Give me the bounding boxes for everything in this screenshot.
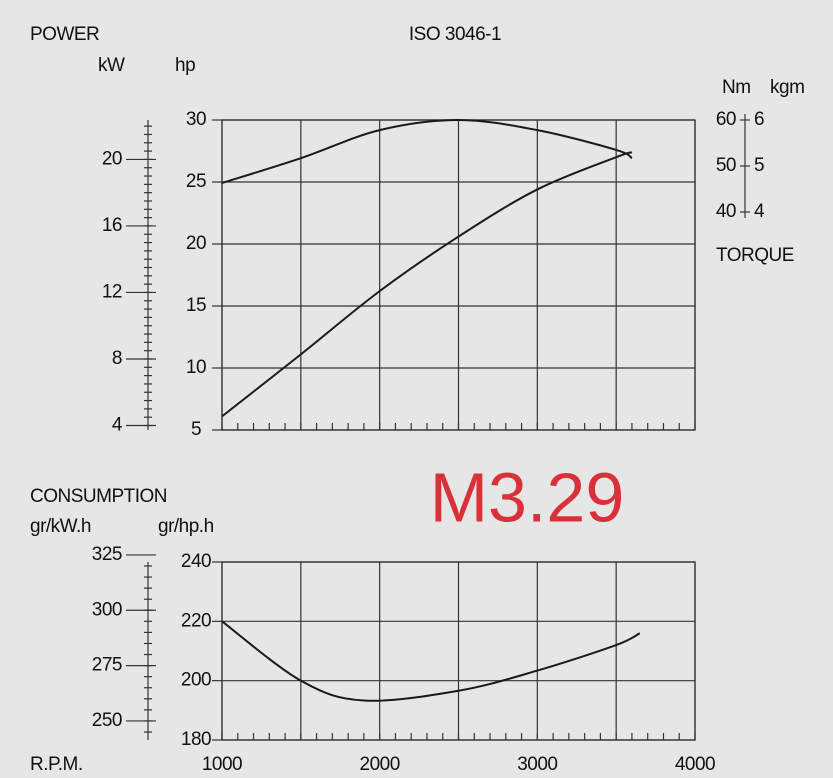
y-tick-label: 16 — [102, 215, 122, 236]
curve — [221, 151, 633, 418]
ghph-label: gr/hp.h — [158, 516, 214, 537]
nm-label: Nm — [722, 77, 751, 98]
y-tick-label: 4 — [112, 415, 123, 436]
gkwh-label: gr/kW.h — [30, 516, 91, 537]
y-tick-label: 60 — [716, 109, 736, 130]
y-tick-label: 40 — [716, 201, 736, 222]
y-tick-label: 8 — [112, 348, 122, 369]
torque-label: TORQUE — [716, 245, 794, 266]
y-tick-label: 50 — [716, 155, 736, 176]
y-tick-label: 10 — [186, 357, 206, 378]
x-axis-label: R.P.M. — [30, 754, 83, 775]
curve — [221, 620, 641, 702]
consumption-label: CONSUMPTION — [30, 486, 167, 507]
curve — [221, 118, 633, 184]
x-tick-label: 1000 — [202, 754, 242, 775]
y-tick-label: 30 — [186, 109, 206, 130]
y-tick-label: 180 — [181, 729, 211, 750]
y-tick-label: 5 — [754, 155, 764, 176]
y-tick-label: 12 — [102, 281, 122, 302]
y-tick-label: 25 — [186, 171, 206, 192]
y-tick-label: 200 — [181, 670, 211, 691]
hp-label: hp — [175, 55, 195, 76]
x-tick-label: 4000 — [675, 754, 715, 775]
y-tick-label: 20 — [102, 148, 122, 169]
y-tick-label: 240 — [181, 551, 211, 572]
y-tick-label: 6 — [754, 109, 764, 130]
y-tick-label: 4 — [754, 201, 765, 222]
x-tick-label: 2000 — [360, 754, 400, 775]
y-tick-label: 15 — [186, 295, 206, 316]
y-tick-label: 20 — [186, 233, 206, 254]
y-tick-label: 275 — [92, 655, 122, 676]
y-tick-label: 300 — [92, 599, 122, 620]
y-tick-label: 250 — [92, 710, 122, 731]
y-tick-label: 5 — [191, 419, 201, 440]
y-tick-label: 220 — [181, 610, 211, 631]
chart-title: ISO 3046-1 — [409, 24, 501, 45]
y-tick-label: 325 — [92, 544, 122, 565]
kgm-label: kgm — [770, 77, 804, 98]
kw-label: kW — [98, 55, 125, 76]
model-annotation: M3.29 — [430, 458, 625, 536]
power-label: POWER — [30, 24, 99, 45]
x-tick-label: 3000 — [517, 754, 557, 775]
